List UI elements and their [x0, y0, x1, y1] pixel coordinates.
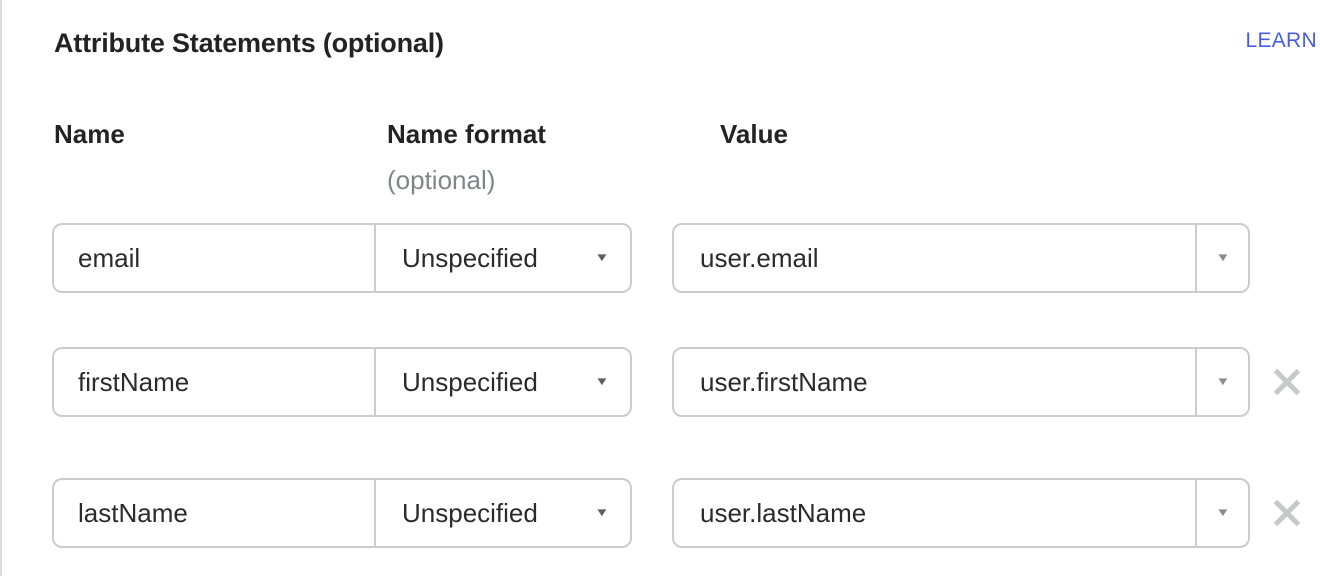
- attribute-name-input[interactable]: [52, 478, 374, 548]
- name-format-select[interactable]: Unspecified ▼: [374, 478, 632, 548]
- section-title: Attribute Statements (optional): [54, 28, 444, 58]
- name-format-select[interactable]: Unspecified ▼: [374, 347, 632, 417]
- name-format-selected-value: Unspecified: [402, 366, 538, 397]
- value-combobox: ▼: [672, 347, 1250, 417]
- attribute-row: Unspecified ▼ ▼: [52, 478, 1304, 548]
- chevron-down-icon: ▼: [594, 251, 610, 264]
- name-format-select[interactable]: Unspecified ▼: [374, 223, 632, 293]
- column-header-value: Value: [720, 119, 788, 149]
- value-dropdown-button[interactable]: ▼: [1195, 225, 1248, 291]
- chevron-down-icon: ▼: [1214, 251, 1231, 264]
- value-combobox: ▼: [672, 478, 1250, 548]
- attribute-row: Unspecified ▼ ▼: [52, 223, 1304, 293]
- chevron-down-icon: ▼: [1214, 375, 1231, 388]
- name-format-selected-value: Unspecified: [402, 497, 538, 528]
- chevron-down-icon: ▼: [1214, 506, 1231, 519]
- chevron-down-icon: ▼: [594, 375, 610, 388]
- close-icon: [1273, 499, 1301, 527]
- remove-row-button[interactable]: [1270, 365, 1304, 399]
- attribute-row: Unspecified ▼ ▼: [52, 347, 1304, 417]
- name-format-selected-value: Unspecified: [402, 242, 538, 273]
- column-header-name: Name: [54, 119, 125, 149]
- close-icon: [1273, 368, 1301, 396]
- attribute-value-input[interactable]: [674, 225, 1195, 291]
- attribute-value-input[interactable]: [674, 349, 1195, 415]
- attribute-value-input[interactable]: [674, 480, 1195, 546]
- attribute-name-input[interactable]: [52, 223, 374, 293]
- column-header-name-format-hint: (optional): [387, 165, 496, 195]
- attribute-name-input[interactable]: [52, 347, 374, 417]
- value-combobox: ▼: [672, 223, 1250, 293]
- learn-link[interactable]: LEARN: [1245, 29, 1317, 52]
- value-dropdown-button[interactable]: ▼: [1195, 480, 1248, 546]
- remove-row-button[interactable]: [1270, 496, 1304, 530]
- value-dropdown-button[interactable]: ▼: [1195, 349, 1248, 415]
- chevron-down-icon: ▼: [594, 506, 610, 519]
- column-header-name-format: Name format: [387, 119, 546, 149]
